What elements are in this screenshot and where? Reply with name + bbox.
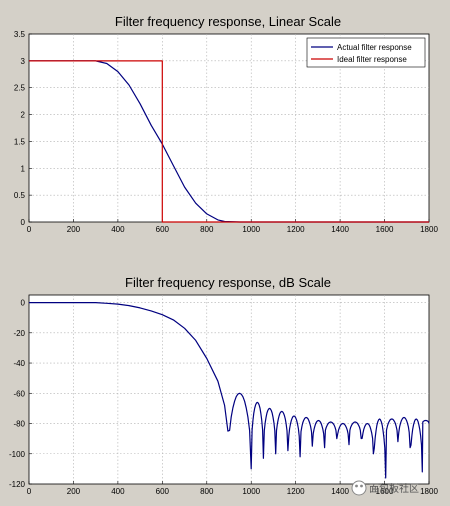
legend-label-ideal: Ideal filter response bbox=[337, 55, 407, 64]
x-tick-label: 1600 bbox=[376, 225, 394, 234]
x-tick-label: 800 bbox=[200, 487, 214, 496]
series-line-response bbox=[29, 302, 430, 479]
series-line-actual-filter-response bbox=[29, 60, 429, 223]
y-tick-label: -60 bbox=[13, 389, 25, 398]
x-tick-label: 1000 bbox=[242, 487, 260, 496]
x-tick-label: 0 bbox=[27, 487, 32, 496]
x-tick-label: 400 bbox=[111, 225, 125, 234]
x-ticks-linear: 0 200 400 600 800 1000 1200 1400 1600 1800 bbox=[27, 219, 438, 234]
y-tick-label: -120 bbox=[9, 480, 26, 489]
plot-area-db bbox=[28, 294, 430, 485]
x-tick-label: 1000 bbox=[242, 225, 260, 234]
y-tick-label: 2 bbox=[21, 111, 26, 120]
watermark-logo-eye-icon bbox=[360, 484, 363, 488]
series-linear bbox=[29, 60, 429, 223]
x-ticks-db: 0 200 400 600 800 1000 1200 1400 1600 1800 bbox=[27, 481, 438, 496]
series-line-ideal-filter-response bbox=[29, 60, 429, 223]
y-tick-label: 3 bbox=[21, 57, 26, 66]
x-tick-label: 1200 bbox=[287, 487, 305, 496]
y-tick-label: -40 bbox=[13, 359, 25, 368]
series-db bbox=[29, 302, 430, 479]
y-tick-label: 3.5 bbox=[14, 30, 26, 39]
y-tick-label: 0 bbox=[21, 299, 26, 308]
x-tick-label: 1400 bbox=[331, 225, 349, 234]
x-tick-label: 600 bbox=[156, 487, 170, 496]
legend: Actual filter response Ideal filter resp… bbox=[306, 37, 426, 68]
db-scale-chart: Filter frequency response, dB Scale 0 -20… bbox=[9, 275, 438, 496]
x-tick-label: 0 bbox=[27, 225, 32, 234]
legend-box bbox=[306, 37, 426, 68]
watermark: 面包板社区 bbox=[351, 480, 419, 496]
chart-title-db: Filter frequency response, dB Scale bbox=[125, 275, 331, 290]
x-tick-label: 800 bbox=[200, 225, 214, 234]
x-tick-label: 1800 bbox=[420, 225, 438, 234]
x-tick-label: 200 bbox=[67, 487, 81, 496]
watermark-logo-icon bbox=[351, 480, 367, 496]
linear-scale-chart: Filter frequency response, Linear Scale … bbox=[14, 14, 439, 234]
x-tick-label: 1600 bbox=[376, 487, 394, 496]
y-ticks-linear: 0 0.5 1 1.5 2 2.5 3 3.5 bbox=[14, 30, 32, 227]
x-tick-label: 400 bbox=[111, 487, 125, 496]
x-tick-label: 1800 bbox=[420, 487, 438, 496]
x-tick-label: 600 bbox=[156, 225, 170, 234]
y-tick-label: 0 bbox=[21, 218, 26, 227]
y-tick-label: -80 bbox=[13, 420, 25, 429]
x-tick-label: 1400 bbox=[331, 487, 349, 496]
x-tick-label: 1200 bbox=[287, 225, 305, 234]
watermark-text: 面包板社区 bbox=[369, 482, 419, 495]
y-tick-label: -20 bbox=[13, 329, 25, 338]
y-tick-label: 1 bbox=[21, 164, 26, 173]
y-tick-label: 1.5 bbox=[14, 137, 26, 146]
legend-label-actual: Actual filter response bbox=[337, 43, 412, 52]
watermark-logo-eye-icon bbox=[355, 484, 358, 488]
y-tick-label: -100 bbox=[9, 450, 26, 459]
y-tick-label: 2.5 bbox=[14, 84, 26, 93]
chart-title-linear: Filter frequency response, Linear Scale bbox=[115, 14, 341, 29]
y-tick-label: 0.5 bbox=[14, 191, 26, 200]
x-tick-label: 200 bbox=[67, 225, 81, 234]
